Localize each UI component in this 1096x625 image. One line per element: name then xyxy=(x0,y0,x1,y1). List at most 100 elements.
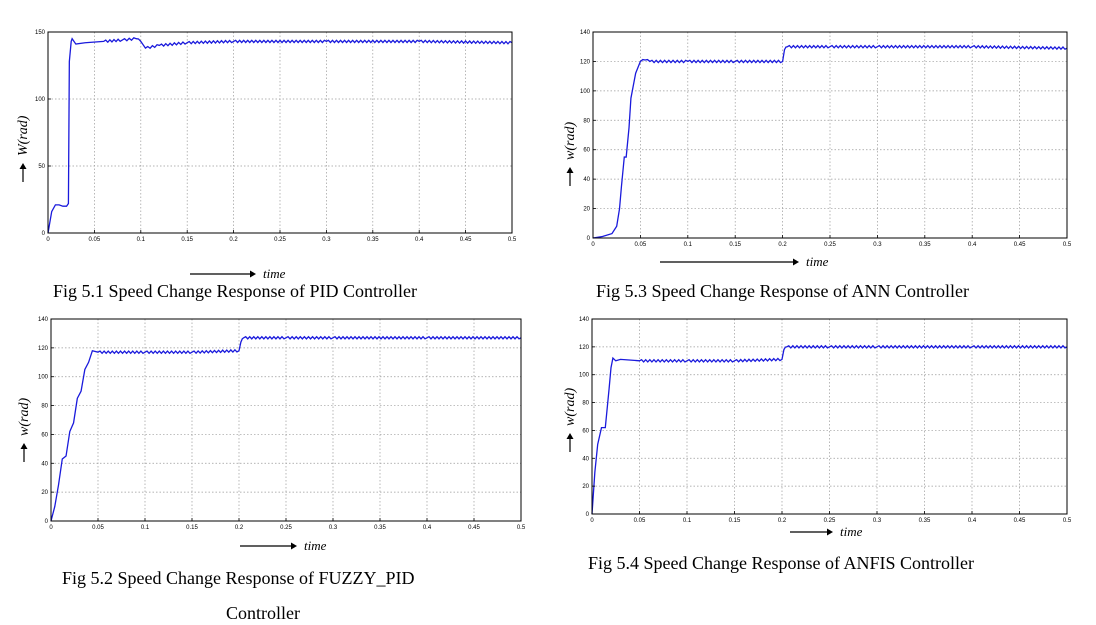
y-axis-label: w(rad) xyxy=(17,398,32,436)
x-tick-label: 0.2 xyxy=(235,525,244,531)
y-tick-label: 0 xyxy=(586,512,590,518)
chart-panel-pid: 0 0.05 0.1 0.15 0.2 0.25 0.3 0.35 0.4 0.45 0.5 0 50 1… xyxy=(0,0,548,308)
y-tick-label: 50 xyxy=(38,164,45,170)
x-tick-label: 0.25 xyxy=(274,237,286,243)
x-tick-label: 0.45 xyxy=(468,525,480,531)
y-tick-label: 20 xyxy=(583,207,590,213)
y-axis-label: W(rad) xyxy=(16,115,31,156)
y-tick-label: 20 xyxy=(582,484,589,490)
x-tick-label: 0.4 xyxy=(415,237,424,243)
caption-fuzzy: Fig 5.2 Speed Change Response of FUZZY_P… xyxy=(62,568,415,588)
x-tick-label: 0.2 xyxy=(778,242,787,248)
chart-anfis: 0 0.05 0.1 0.15 0.2 0.25 0.3 0.35 0.4 0.45 0.5 0 20 4… xyxy=(563,317,1072,539)
series-line xyxy=(47,37,513,234)
x-tick-label: 0.1 xyxy=(141,525,150,531)
x-tick-label: 0.35 xyxy=(919,242,931,248)
y-tick-label: 100 xyxy=(579,373,590,379)
chart-panel-ann: 0 0.05 0.1 0.15 0.2 0.25 0.3 0.35 0.4 0.45 0.5 0 20 4… xyxy=(548,0,1096,308)
y-tick-label: 80 xyxy=(582,401,589,407)
x-tick-label: 0.35 xyxy=(374,525,386,531)
x-tick-label: 0.45 xyxy=(460,237,472,243)
y-tick-label: 60 xyxy=(41,432,48,438)
y-tick-label: 120 xyxy=(580,59,591,65)
y-tick-label: 40 xyxy=(583,177,590,183)
caption-ann: Fig 5.3 Speed Change Response of ANN Con… xyxy=(596,281,969,301)
y-tick-label: 60 xyxy=(582,428,589,434)
y-tick-label: 0 xyxy=(42,231,46,237)
x-tick-label: 0.4 xyxy=(968,518,977,524)
y-axis-label: w(rad) xyxy=(563,388,578,426)
x-tick-label: 0.15 xyxy=(181,237,193,243)
x-tick-label: 0.15 xyxy=(729,518,741,524)
chart-panel-fuzzy: 0 0.05 0.1 0.15 0.2 0.25 0.3 0.35 0.4 0.45 0.5 0 20 4… xyxy=(0,308,548,625)
y-tick-label: 40 xyxy=(582,456,589,462)
y-tick-label: 80 xyxy=(41,404,48,410)
x-tick-label: 0.1 xyxy=(683,518,692,524)
x-tick-label: 0.1 xyxy=(137,237,146,243)
x-tick-label: 0.25 xyxy=(824,242,836,248)
y-tick-label: 100 xyxy=(35,97,46,103)
y-tick-label: 140 xyxy=(579,317,590,323)
x-tick-label: 0 xyxy=(591,242,595,248)
x-tick-label: 0.05 xyxy=(635,242,647,248)
y-axis-arrow xyxy=(566,167,574,186)
x-tick-label: 0.4 xyxy=(423,525,432,531)
series-line xyxy=(592,44,1068,239)
x-axis-arrow xyxy=(240,542,297,550)
x-tick-label: 0.05 xyxy=(634,518,646,524)
chart-fuzzy: 0 0.05 0.1 0.15 0.2 0.25 0.3 0.35 0.4 0.45 0.5 0 20 4… xyxy=(17,317,526,553)
plot-area xyxy=(48,32,512,233)
x-tick-label: 0.3 xyxy=(322,237,331,243)
y-tick-label: 0 xyxy=(587,236,591,242)
y-axis-arrow xyxy=(19,163,27,182)
chart-pid: 0 0.05 0.1 0.15 0.2 0.25 0.3 0.35 0.4 0.45 0.5 0 50 1… xyxy=(16,30,517,281)
y-tick-label: 100 xyxy=(38,375,49,381)
y-tick-label: 100 xyxy=(580,89,591,95)
x-tick-label: 0.5 xyxy=(508,237,517,243)
x-axis-arrow xyxy=(190,270,256,278)
caption-fuzzy-line2: Controller xyxy=(226,603,300,623)
x-tick-label: 0.4 xyxy=(968,242,977,248)
y-axis-label: w(rad) xyxy=(563,122,578,160)
x-axis-label: time xyxy=(806,254,829,269)
y-tick-label: 120 xyxy=(38,346,49,352)
y-tick-label: 80 xyxy=(583,118,590,124)
y-tick-label: 0 xyxy=(45,519,49,525)
x-tick-label: 0.1 xyxy=(684,242,693,248)
x-tick-label: 0.05 xyxy=(92,525,104,531)
x-tick-label: 0.5 xyxy=(1063,518,1072,524)
x-tick-label: 0.05 xyxy=(89,237,101,243)
y-tick-label: 40 xyxy=(41,461,48,467)
y-tick-label: 150 xyxy=(35,30,46,36)
x-tick-label: 0.35 xyxy=(367,237,379,243)
y-axis-arrow xyxy=(20,443,28,462)
caption-anfis: Fig 5.4 Speed Change Response of ANFIS C… xyxy=(588,553,974,573)
x-tick-label: 0 xyxy=(49,525,53,531)
x-axis-label: time xyxy=(263,266,286,281)
x-axis-arrow xyxy=(660,258,799,266)
x-tick-label: 0 xyxy=(590,518,594,524)
y-tick-label: 120 xyxy=(579,345,590,351)
x-tick-label: 0.15 xyxy=(729,242,741,248)
y-tick-label: 60 xyxy=(583,148,590,154)
x-tick-label: 0.15 xyxy=(186,525,198,531)
chart-panel-anfis: 0 0.05 0.1 0.15 0.2 0.25 0.3 0.35 0.4 0.45 0.5 0 20 4… xyxy=(548,308,1096,625)
y-tick-label: 20 xyxy=(41,490,48,496)
x-tick-label: 0.3 xyxy=(329,525,338,531)
x-tick-label: 0.25 xyxy=(280,525,292,531)
series-line xyxy=(591,344,1068,515)
x-axis-arrow xyxy=(790,528,833,536)
x-tick-label: 0.45 xyxy=(1014,518,1026,524)
x-tick-label: 0.2 xyxy=(778,518,787,524)
y-axis-arrow xyxy=(566,433,574,452)
caption-pid: Fig 5.1 Speed Change Response of PID Con… xyxy=(53,281,417,301)
x-tick-label: 0.3 xyxy=(873,242,882,248)
x-tick-label: 0.45 xyxy=(1014,242,1026,248)
chart-ann: 0 0.05 0.1 0.15 0.2 0.25 0.3 0.35 0.4 0.45 0.5 0 20 4… xyxy=(563,30,1072,269)
y-tick-label: 140 xyxy=(580,30,591,36)
x-tick-label: 0.35 xyxy=(919,518,931,524)
series-line xyxy=(50,335,522,522)
x-tick-label: 0.5 xyxy=(517,525,526,531)
x-tick-label: 0.3 xyxy=(873,518,882,524)
x-tick-label: 0.5 xyxy=(1063,242,1072,248)
